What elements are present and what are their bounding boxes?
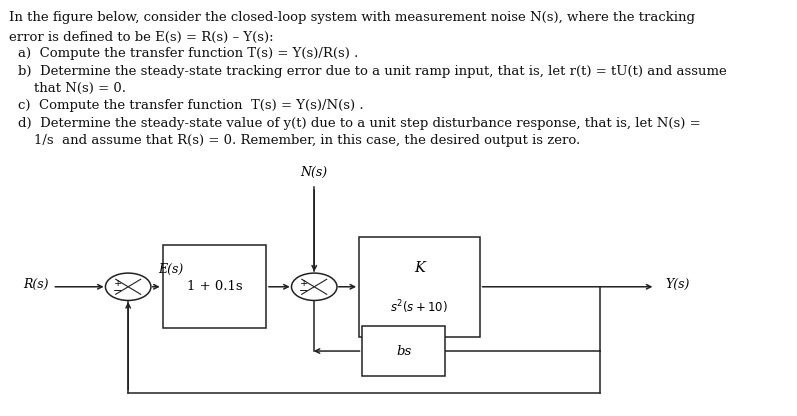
Text: K: K (414, 261, 425, 275)
Bar (363, 326, 446, 376)
Text: 1/s  and assume that R(s) = 0. Remember, in this case, the desired output is zer: 1/s and assume that R(s) = 0. Remember, … (33, 134, 580, 147)
Text: bs: bs (396, 344, 411, 357)
Ellipse shape (105, 273, 151, 300)
Bar (163, 245, 266, 328)
Text: −: − (113, 286, 123, 296)
Text: −: − (300, 286, 308, 296)
Text: $s^2(s + 10)$: $s^2(s + 10)$ (391, 299, 448, 316)
Text: c)  Compute the transfer function  T(s) = Y(s)/N(s) .: c) Compute the transfer function T(s) = … (18, 99, 363, 112)
Text: Y(s): Y(s) (665, 278, 690, 291)
Text: +: + (114, 279, 122, 288)
Text: R(s): R(s) (23, 278, 49, 291)
Ellipse shape (292, 273, 337, 300)
Bar (359, 237, 480, 337)
Text: a)  Compute the transfer function T(s) = Y(s)/R(s) .: a) Compute the transfer function T(s) = … (18, 47, 359, 60)
Text: +: + (300, 279, 308, 288)
Text: error is defined to be E(s) = R(s) – Y(s):: error is defined to be E(s) = R(s) – Y(s… (9, 30, 273, 44)
Text: In the figure below, consider the closed-loop system with measurement noise N(s): In the figure below, consider the closed… (9, 11, 695, 24)
Text: that N(s) = 0.: that N(s) = 0. (33, 82, 126, 95)
Text: N(s): N(s) (300, 166, 328, 179)
Text: 1 + 0.1s: 1 + 0.1s (186, 280, 242, 293)
Text: b)  Determine the steady-state tracking error due to a unit ramp input, that is,: b) Determine the steady-state tracking e… (18, 65, 727, 78)
Text: E(s): E(s) (158, 263, 183, 276)
Text: d)  Determine the steady-state value of y(t) due to a unit step disturbance resp: d) Determine the steady-state value of y… (18, 117, 701, 130)
